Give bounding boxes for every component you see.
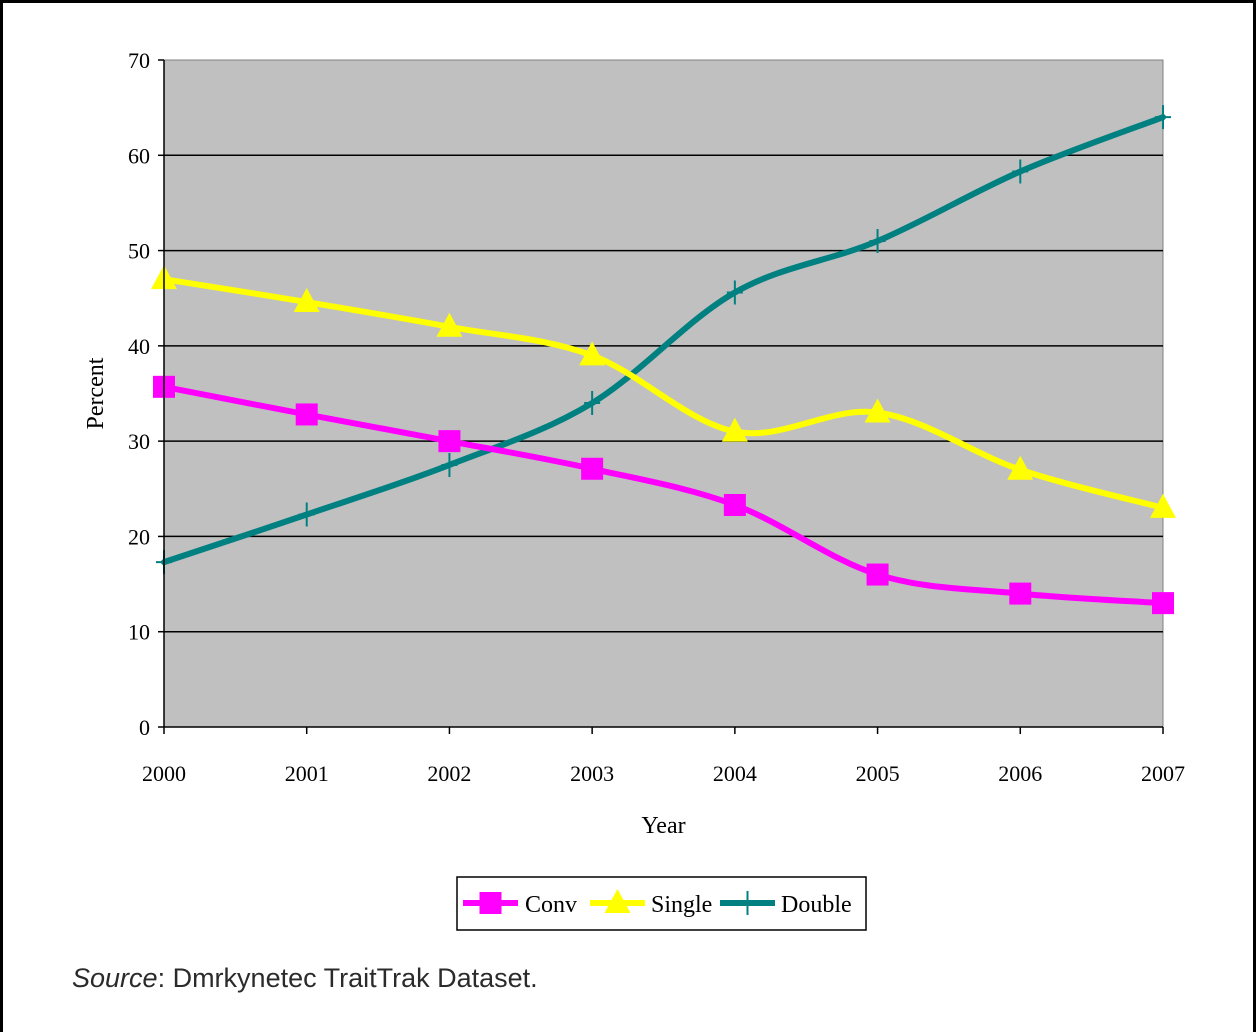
double-line	[161, 114, 1166, 566]
legend-marker-conv	[479, 892, 502, 914]
y-tick-label: 60	[128, 143, 150, 168]
x-axis-title: Year	[641, 813, 685, 839]
y-tick-label: 10	[128, 620, 150, 645]
y-tick-label: 40	[128, 334, 150, 359]
legend-label-single: Single	[651, 892, 712, 918]
y-tick-label: 50	[128, 239, 150, 264]
legend-item-conv: Conv	[463, 892, 577, 918]
x-tick-label: 2006	[998, 761, 1042, 786]
y-tick-label: 30	[128, 429, 150, 454]
conv-point-2005	[866, 563, 889, 586]
series-double	[156, 105, 1171, 575]
conv-point-2004	[723, 493, 746, 516]
conv-point-2006	[1009, 582, 1032, 605]
double-point-2006	[1012, 159, 1029, 184]
legend-marker-single	[604, 889, 631, 913]
conv-line	[161, 383, 1166, 607]
x-tick-label: 2007	[1141, 761, 1185, 786]
source-label: Source	[72, 963, 158, 993]
y-tick-label: 20	[128, 524, 150, 549]
single-point-2003	[579, 341, 606, 366]
x-tick-label: 2002	[427, 761, 471, 786]
conv-point-2003	[581, 457, 604, 480]
y-tick-label: 70	[128, 48, 150, 73]
single-point-2001	[293, 288, 320, 313]
single-line	[161, 276, 1166, 511]
source-text: : Dmrkynetec TraitTrak Dataset.	[157, 963, 538, 993]
y-tick-label: 0	[139, 715, 150, 740]
double-point-2004	[726, 280, 743, 305]
double-point-2002	[441, 452, 458, 477]
x-tick-label: 2001	[285, 761, 329, 786]
x-tick-label: 2005	[856, 761, 900, 786]
legend-label-double: Double	[781, 892, 852, 918]
double-point-2005	[869, 229, 886, 254]
conv-point-2001	[295, 403, 318, 426]
y-axis-title: Percent	[83, 357, 109, 429]
x-tick-label: 2004	[713, 761, 757, 786]
double-point-2001	[298, 502, 315, 527]
legend: Conv Single Double	[456, 876, 867, 931]
single-point-2006	[1007, 455, 1034, 480]
series-conv	[153, 375, 1174, 615]
legend-box	[456, 876, 867, 931]
x-tick-label: 2000	[142, 761, 186, 786]
double-point-2007	[1155, 105, 1171, 130]
single-point-2002	[436, 312, 463, 337]
axes: 0 10 20 30 40 50 60 70 2000 2001 2002 2003 2004 2005 2…	[83, 48, 1185, 839]
conv-point-2007	[1152, 592, 1174, 615]
legend-label-conv: Conv	[525, 892, 577, 918]
double-point-2003	[584, 391, 601, 416]
single-point-2005	[864, 398, 891, 423]
legend-item-double: Double	[720, 891, 852, 918]
source-note: Source: Dmrkynetec TraitTrak Dataset.	[72, 963, 538, 994]
legend-marker-double	[739, 891, 756, 915]
single-point-2004	[721, 417, 748, 442]
series-layer	[151, 105, 1176, 615]
legend-item-single: Single	[590, 889, 712, 918]
conv-point-2002	[438, 430, 461, 453]
single-point-2007	[1150, 493, 1176, 518]
x-tick-label: 2003	[570, 761, 614, 786]
